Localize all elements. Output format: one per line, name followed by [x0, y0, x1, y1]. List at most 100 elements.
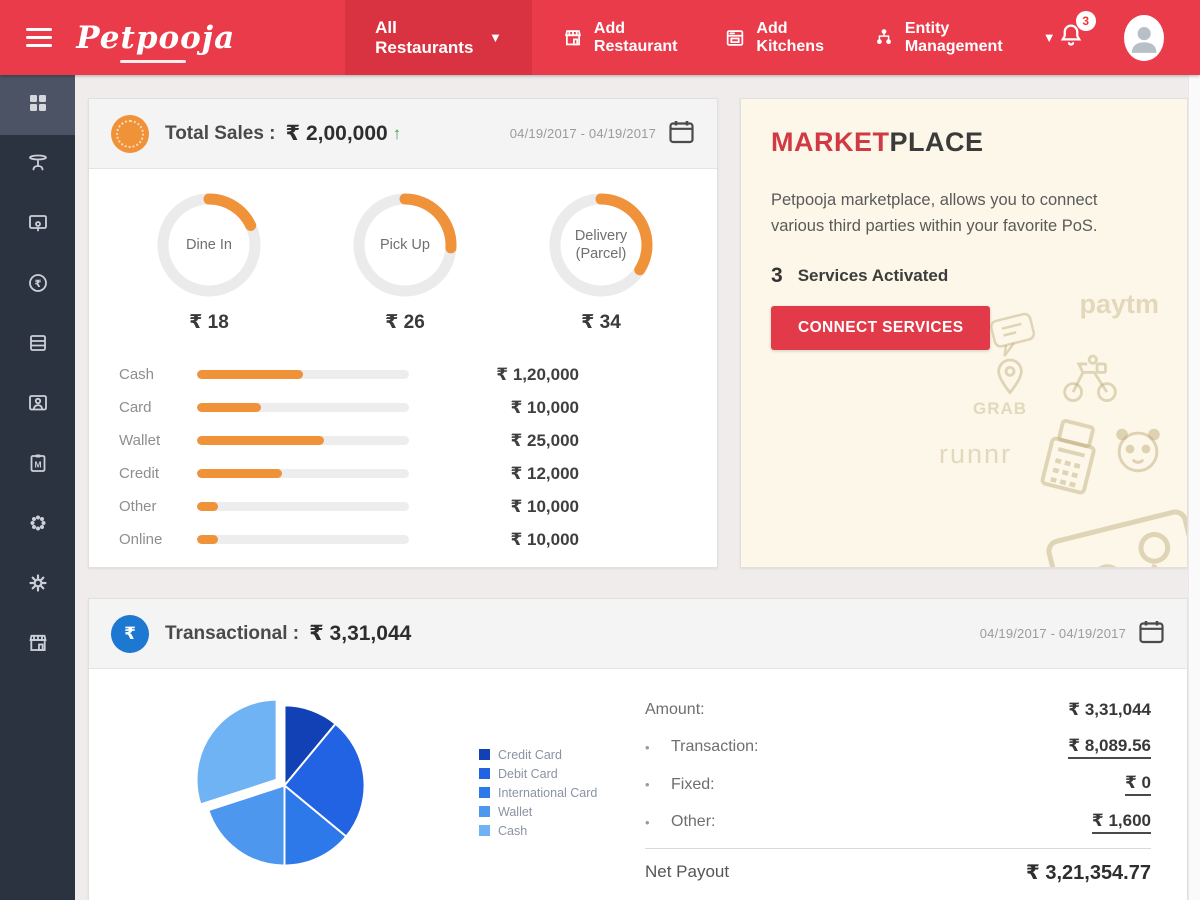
- rupee-coin-icon: ₹: [26, 271, 50, 300]
- total-sales-amount: ₹ 2,00,000: [285, 122, 388, 145]
- payment-row-card: Card ₹ 10,000: [119, 391, 717, 424]
- other-value[interactable]: ₹ 1,600: [1091, 811, 1151, 834]
- order-type-donuts: Dine In ₹ 18 Pick Up ₹ 26 Delivery (Parc…: [89, 169, 717, 334]
- legend-item: Credit Card: [479, 745, 597, 764]
- customer-display-icon: [26, 211, 50, 240]
- donut-value: ₹ 26: [385, 312, 425, 333]
- dining-table-icon: [26, 151, 50, 180]
- calendar-icon[interactable]: [1138, 619, 1165, 649]
- marketplace-description: Petpooja marketplace, allows you to conn…: [771, 191, 1098, 235]
- transactional-title: Transactional :: [165, 622, 300, 644]
- payment-bar-track: [197, 469, 409, 478]
- payment-label: Credit: [119, 465, 160, 482]
- entity-management-label: Entity Management: [904, 19, 1003, 55]
- hamburger-menu-icon[interactable]: [26, 23, 53, 52]
- add-kitchens-label: Add Kitchens: [756, 19, 824, 55]
- legend-swatch: [479, 768, 490, 779]
- summary-row-other: • Other: ₹ 1,600: [645, 804, 1151, 842]
- payment-value: ₹ 10,000: [510, 529, 579, 549]
- add-restaurant-label: Add Restaurant: [593, 19, 678, 55]
- svg-text:M: M: [34, 459, 41, 469]
- customer-screen-icon: [26, 391, 50, 420]
- legend-swatch: [479, 806, 490, 817]
- sidebar-item-menu[interactable]: M: [0, 435, 75, 495]
- donut-label: Dine In: [186, 236, 232, 253]
- donut-label: Delivery (Parcel): [574, 227, 628, 262]
- transactional-card: ₹ Transactional : ₹ 3,31,044 04/19/2017 …: [88, 598, 1188, 900]
- payment-label: Card: [119, 399, 152, 416]
- all-restaurants-dropdown[interactable]: All Restaurants ▼: [345, 0, 532, 75]
- payment-value: ₹ 10,000: [510, 397, 579, 417]
- legend-label: Cash: [498, 823, 528, 838]
- pos-terminal-watermark: [1040, 419, 1096, 495]
- payout-summary: Amount: ₹ 3,31,044 • Transaction: ₹ 8,08…: [645, 691, 1151, 895]
- legend-item: International Card: [479, 783, 597, 802]
- add-restaurant-button[interactable]: Add Restaurant: [562, 20, 694, 56]
- entity-management-icon: [873, 27, 895, 49]
- donut-value: ₹ 34: [581, 312, 621, 333]
- payment-label: Other: [119, 498, 157, 515]
- payment-bar-fill: [197, 502, 219, 511]
- legend-label: Credit Card: [498, 747, 562, 762]
- chat-bubble-watermark: [990, 312, 1036, 357]
- other-label: Other:: [671, 813, 716, 831]
- location-pin-watermark: [997, 358, 1023, 395]
- fixed-value[interactable]: ₹ 0: [1124, 773, 1151, 797]
- sidebar-item-dining[interactable]: [0, 135, 75, 195]
- connect-services-button[interactable]: CONNECT SERVICES: [771, 306, 991, 351]
- summary-row-net-payout: Net Payout ₹ 3,21,354.77: [645, 849, 1151, 895]
- payment-bar-track: [197, 403, 409, 412]
- legend-item: Debit Card: [479, 764, 597, 783]
- sidebar-item-integrations[interactable]: [0, 495, 75, 555]
- donut-chart: [545, 193, 657, 305]
- pie-legend: Credit Card Debit Card International Card W…: [479, 745, 597, 840]
- donut-label: Pick Up: [380, 236, 430, 253]
- payment-mix-pie-chart: [182, 683, 387, 893]
- left-sidebar: ₹ M: [0, 75, 75, 900]
- sidebar-item-customers[interactable]: [0, 375, 75, 435]
- payment-value: ₹ 1,20,000: [496, 364, 579, 384]
- entity-management-dropdown[interactable]: Entity Management ▼: [873, 20, 1056, 56]
- add-kitchens-icon: [724, 27, 746, 49]
- legend-item: Cash: [479, 821, 597, 840]
- integrations-flower-icon: [26, 511, 50, 540]
- transactional-header: ₹ Transactional : ₹ 3,31,044 04/19/2017 …: [89, 599, 1187, 669]
- payment-bar-fill: [197, 403, 261, 412]
- scrollbar[interactable]: [1188, 75, 1200, 900]
- user-avatar[interactable]: [1123, 14, 1164, 61]
- total-sales-card: Total Sales : ₹ 2,00,000 ↑ 04/19/2017 - …: [88, 98, 718, 568]
- net-payout-label: Net Payout: [645, 862, 730, 881]
- payment-bar-fill: [197, 535, 219, 544]
- chevron-down-icon: ▼: [489, 30, 502, 45]
- calendar-icon[interactable]: [668, 119, 695, 149]
- sidebar-item-payments[interactable]: ₹: [0, 255, 75, 315]
- petpooja-logo[interactable]: Petpooja: [76, 19, 236, 63]
- sales-date-range-control[interactable]: 04/19/2017 - 04/19/2017: [510, 119, 695, 149]
- payment-bar-fill: [197, 436, 325, 445]
- bullet-icon: •: [645, 814, 650, 830]
- runnr-watermark: runnr: [939, 439, 1013, 469]
- marketplace-title-rest: PLACE: [889, 127, 984, 157]
- billing-rows-icon: [26, 331, 50, 360]
- sidebar-item-display[interactable]: [0, 195, 75, 255]
- legend-swatch: [479, 825, 490, 836]
- sidebar-item-store[interactable]: [0, 615, 75, 675]
- payment-value: ₹ 25,000: [510, 430, 579, 450]
- payment-bar-track: [197, 535, 409, 544]
- store-icon: [26, 631, 50, 660]
- services-activated: 3 Services Activated: [771, 264, 1157, 288]
- sidebar-item-billing[interactable]: [0, 315, 75, 375]
- sidebar-item-dashboard[interactable]: [0, 75, 75, 135]
- add-kitchens-button[interactable]: Add Kitchens: [724, 20, 842, 56]
- panda-watermark: [1116, 428, 1160, 473]
- bullet-icon: •: [645, 739, 650, 755]
- bullet-icon: •: [645, 777, 650, 793]
- payment-bar-track: [197, 436, 409, 445]
- settings-gear-icon: [26, 571, 50, 600]
- notifications-button[interactable]: 3: [1056, 11, 1096, 55]
- transactional-date-range-control[interactable]: 04/19/2017 - 04/19/2017: [980, 619, 1165, 649]
- sidebar-item-settings[interactable]: [0, 555, 75, 615]
- payment-row-wallet: Wallet ₹ 25,000: [119, 424, 717, 457]
- donut-chart: [153, 193, 265, 305]
- transaction-value[interactable]: ₹ 8,089.56: [1068, 736, 1151, 759]
